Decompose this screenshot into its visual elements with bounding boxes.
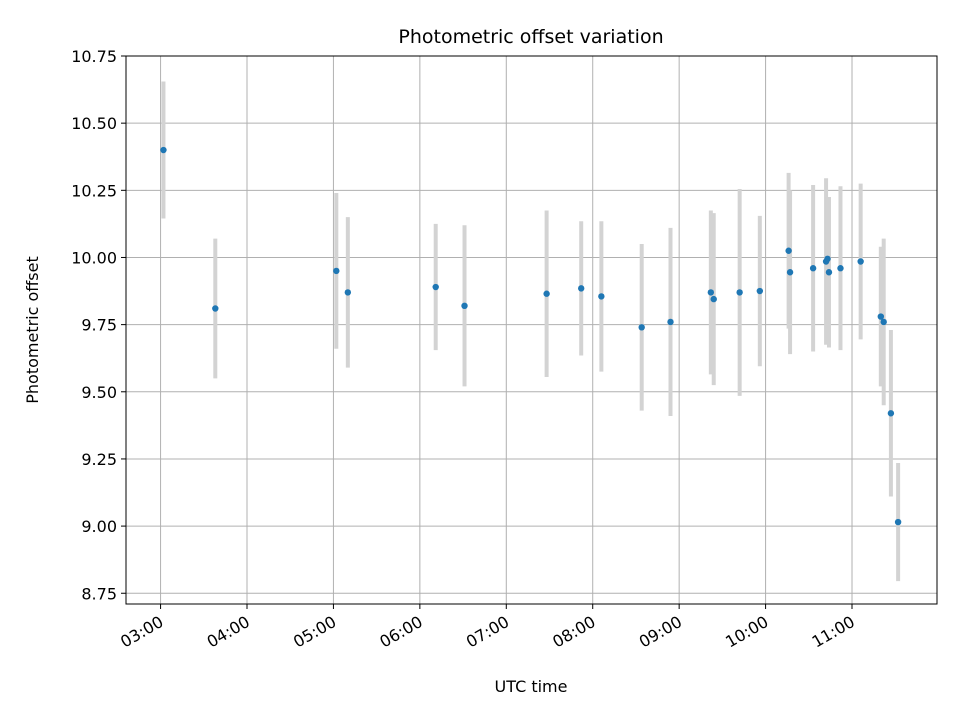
data-point bbox=[837, 265, 844, 272]
x-tick-label: 06:00 bbox=[376, 612, 425, 652]
data-point bbox=[894, 518, 902, 526]
x-tick-label: 05:00 bbox=[290, 612, 339, 652]
error-bars bbox=[161, 81, 901, 582]
y-axis-ticks: 8.75 9.00 9.25 9.50 9.75 10.00 10.25 10.50 10.75 bbox=[71, 47, 126, 603]
data-point bbox=[543, 290, 550, 297]
data-point bbox=[344, 289, 352, 296]
data-point bbox=[877, 313, 885, 320]
y-tick-label: 9.75 bbox=[81, 316, 117, 335]
y-tick-label: 9.25 bbox=[81, 450, 117, 469]
data-point bbox=[638, 324, 645, 331]
x-tick-label: 03:00 bbox=[117, 612, 166, 652]
y-tick-label: 9.50 bbox=[81, 383, 117, 402]
x-tick-label: 07:00 bbox=[463, 612, 512, 652]
data-point bbox=[825, 269, 833, 276]
x-tick-label: 09:00 bbox=[636, 612, 685, 652]
y-axis-label: Photometric offset bbox=[23, 256, 42, 404]
data-point bbox=[880, 318, 887, 326]
x-tick-label: 10:00 bbox=[722, 612, 771, 652]
y-tick-label: 8.75 bbox=[81, 584, 117, 603]
data-point bbox=[857, 258, 864, 265]
data-point bbox=[598, 293, 605, 300]
data-point bbox=[785, 247, 792, 254]
data-point bbox=[824, 255, 831, 263]
data-point bbox=[577, 285, 585, 292]
data-point bbox=[736, 289, 743, 296]
data-point bbox=[461, 302, 468, 310]
grid-lines bbox=[126, 55, 937, 604]
data-points bbox=[160, 146, 902, 526]
y-tick-label: 10.00 bbox=[71, 248, 117, 267]
data-point bbox=[786, 269, 794, 276]
y-tick-label: 10.75 bbox=[71, 47, 117, 66]
data-point bbox=[667, 318, 674, 326]
x-tick-label: 04:00 bbox=[204, 612, 253, 652]
plot-frame bbox=[125, 55, 938, 605]
y-tick-label: 9.00 bbox=[81, 517, 117, 536]
x-tick-label: 11:00 bbox=[809, 612, 858, 652]
x-axis-ticks: 03:00 04:00 05:00 06:00 07:00 08:00 09:00 10:00… bbox=[117, 604, 858, 652]
data-point bbox=[432, 283, 439, 291]
chart-title: Photometric offset variation bbox=[398, 26, 663, 48]
y-tick-label: 10.50 bbox=[71, 114, 117, 133]
data-point bbox=[160, 146, 167, 154]
y-tick-label: 10.25 bbox=[71, 181, 117, 200]
data-point bbox=[887, 410, 895, 417]
data-point bbox=[707, 289, 715, 296]
data-point bbox=[809, 265, 817, 272]
data-point bbox=[756, 287, 764, 295]
x-tick-label: 08:00 bbox=[549, 612, 598, 652]
data-point bbox=[710, 295, 717, 303]
data-point bbox=[212, 305, 219, 312]
data-point bbox=[333, 267, 340, 275]
x-axis-label: UTC time bbox=[495, 677, 568, 696]
